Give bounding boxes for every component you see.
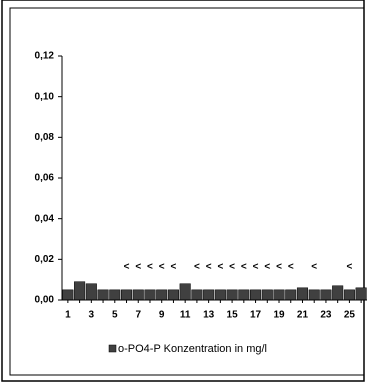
marker: < xyxy=(147,262,153,273)
marker: < xyxy=(159,262,165,273)
y-tick-label: 0,06 xyxy=(35,173,55,184)
marker: < xyxy=(124,262,130,273)
y-tick-label: 0,04 xyxy=(35,213,55,224)
x-tick-label: 5 xyxy=(112,310,118,321)
bar xyxy=(296,287,309,301)
bar xyxy=(355,287,367,301)
bar xyxy=(203,289,215,301)
x-tick-label: 23 xyxy=(320,310,332,321)
bar xyxy=(273,289,285,301)
y-tick-label: 0,00 xyxy=(35,295,55,306)
bar xyxy=(285,289,297,301)
marker: < xyxy=(276,262,282,273)
marker: < xyxy=(194,262,200,273)
x-tick-label: 11 xyxy=(180,310,191,321)
bar xyxy=(85,283,97,301)
bar xyxy=(179,283,191,301)
x-tick-label: 3 xyxy=(89,310,95,321)
marker: < xyxy=(135,262,141,273)
y-tick-label: 0,02 xyxy=(35,254,55,265)
bar xyxy=(167,289,179,301)
bar xyxy=(120,289,133,301)
marker: < xyxy=(229,262,235,273)
bar xyxy=(226,289,238,301)
bar xyxy=(332,285,344,301)
x-tick-label: 21 xyxy=(297,310,309,321)
marker: < xyxy=(288,262,294,273)
bar xyxy=(62,289,74,301)
bar xyxy=(132,289,144,301)
bar xyxy=(156,289,168,301)
legend-label: o-PO4-P Konzentration in mg/l xyxy=(118,343,267,355)
x-tick-label: 1 xyxy=(65,310,71,321)
marker: < xyxy=(264,262,270,273)
bar xyxy=(238,289,250,301)
y-tick-label: 0,12 xyxy=(35,51,55,62)
marker: < xyxy=(253,262,259,273)
x-tick-label: 15 xyxy=(227,310,239,321)
legend-swatch xyxy=(108,344,117,353)
marker: < xyxy=(346,262,352,273)
x-tick-label: 17 xyxy=(250,310,262,321)
bar xyxy=(308,289,320,301)
bar xyxy=(97,289,109,301)
x-tick-label: 9 xyxy=(159,310,165,321)
marker: < xyxy=(311,262,317,273)
marker: < xyxy=(171,262,177,273)
bar xyxy=(144,289,156,301)
bar xyxy=(214,289,226,301)
x-tick-label: 7 xyxy=(135,310,141,321)
bar xyxy=(250,289,262,301)
x-tick-label: 25 xyxy=(344,310,356,321)
bar xyxy=(74,281,86,301)
bar xyxy=(109,289,121,301)
x-tick-label: 13 xyxy=(203,310,215,321)
y-tick-label: 0,10 xyxy=(35,91,55,102)
bar xyxy=(343,289,355,301)
marker: < xyxy=(217,262,223,273)
bar xyxy=(261,289,273,301)
bar xyxy=(320,289,332,301)
y-tick-label: 0,08 xyxy=(35,132,55,143)
bar xyxy=(191,289,203,301)
x-tick-label: 19 xyxy=(273,310,285,321)
marker: < xyxy=(206,262,212,273)
marker: < xyxy=(241,262,247,273)
chart-frame xyxy=(9,7,365,376)
